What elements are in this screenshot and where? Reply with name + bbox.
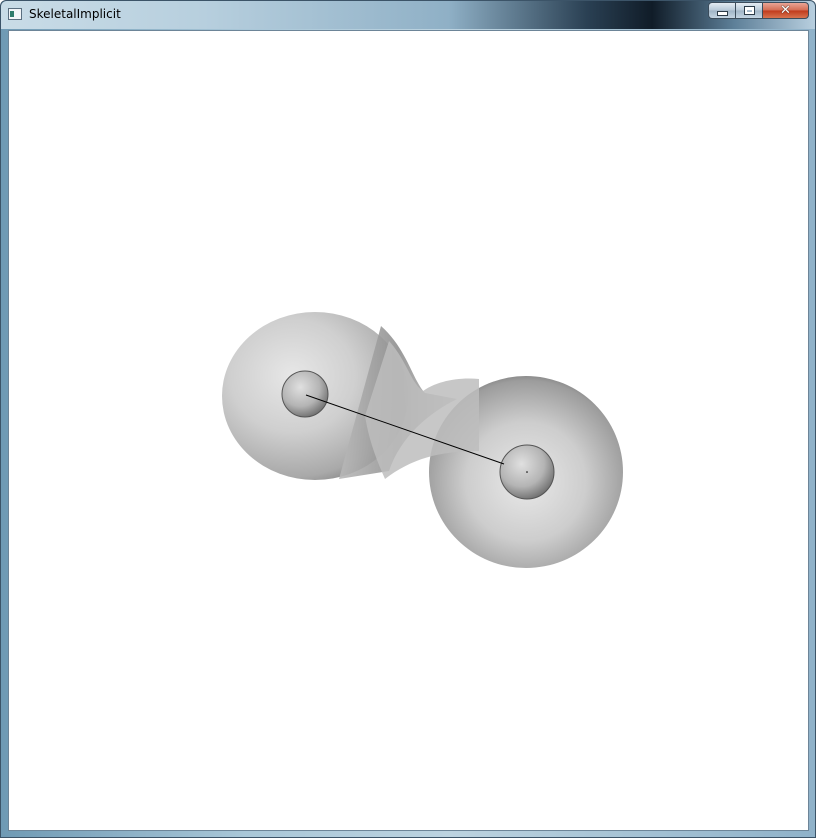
render-viewport[interactable] [8, 30, 809, 831]
minimize-button[interactable] [708, 2, 735, 19]
maximize-icon [743, 6, 755, 15]
scene-canvas[interactable] [9, 31, 808, 830]
blob-bridge [365, 341, 479, 479]
app-icon[interactable] [8, 8, 22, 20]
skeleton-point-right [526, 471, 528, 473]
minimize-icon [716, 11, 728, 16]
skeleton-segment [305, 394, 505, 465]
skeleton-sphere-left [281, 370, 329, 418]
skeleton [281, 370, 555, 500]
close-icon: ✕ [780, 3, 791, 18]
window-controls: ✕ [708, 2, 809, 21]
implicit-surface [222, 312, 623, 568]
close-button[interactable]: ✕ [762, 2, 809, 19]
title-bar[interactable]: SkeletalImplicit ✕ [1, 1, 815, 29]
maximize-button[interactable] [735, 2, 762, 19]
window-title: SkeletalImplicit [29, 7, 121, 21]
